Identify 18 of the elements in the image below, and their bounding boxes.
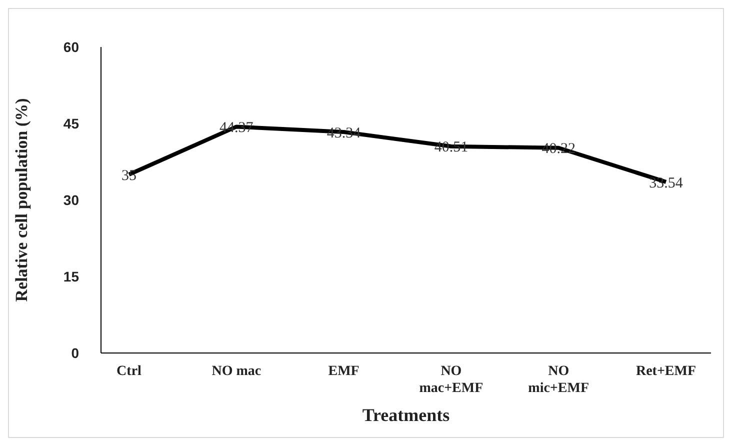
data-label: 40.22	[542, 141, 576, 158]
data-label: 35	[122, 168, 136, 184]
data-label: 43.34	[326, 125, 362, 142]
y-tick-label: 45	[63, 115, 80, 132]
y-tick-label: 0	[71, 344, 80, 361]
y-tick-label: 15	[63, 268, 80, 284]
data-label: 33.54	[649, 175, 684, 192]
x-tick-label: Ret+EMF	[636, 364, 696, 379]
x-tick-label: NO mic+EMF	[528, 364, 590, 396]
x-axis-title: Treatments	[362, 405, 450, 425]
y-tick-label: 60	[63, 38, 80, 55]
x-tick-label: EMF	[328, 364, 360, 379]
data-label: 44.37	[220, 120, 254, 136]
x-tick-label: Ctrl	[116, 364, 142, 379]
x-tick-label: NO mac	[212, 364, 262, 379]
y-axis-title: Relative cell population (%)	[12, 98, 32, 302]
x-tick-label: NO mac+EMF	[419, 364, 484, 396]
y-tick-label: 30	[63, 192, 80, 208]
